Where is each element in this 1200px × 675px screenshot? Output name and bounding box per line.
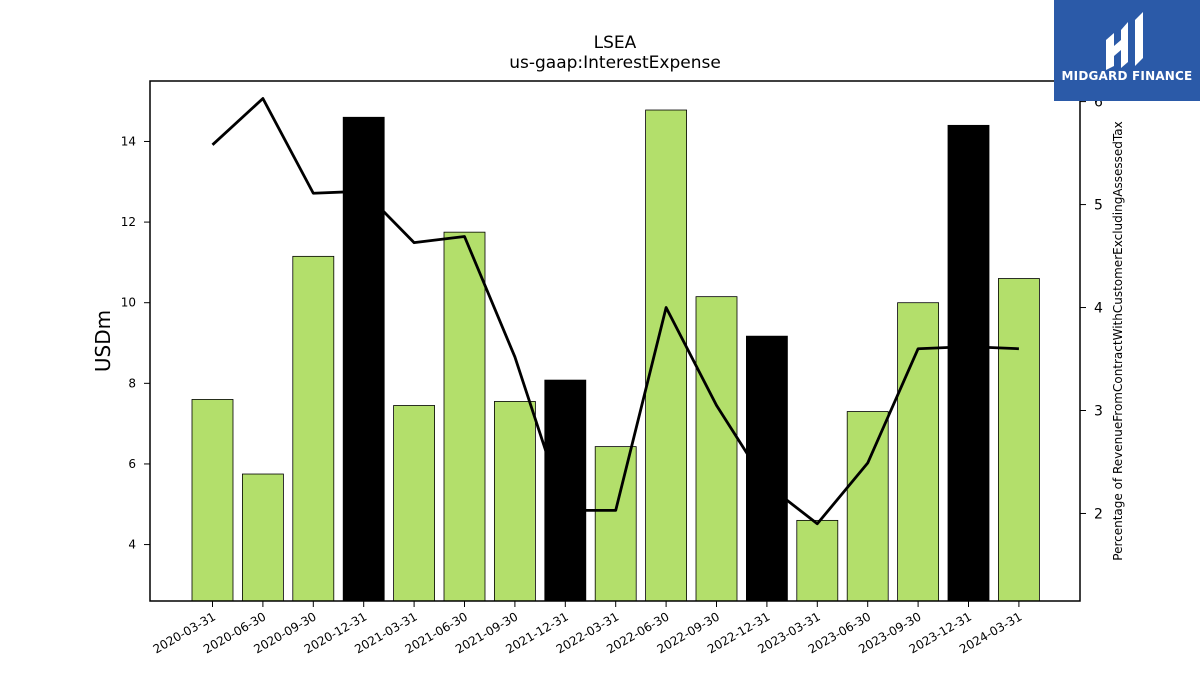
bar-2020-06-30 xyxy=(241,473,284,602)
brand-logo: MIDGARD FINANCE xyxy=(1054,0,1200,101)
bar-2021-12-31 xyxy=(544,379,587,602)
y2-axis-label: Percentage of RevenueFromContractWithCus… xyxy=(1111,121,1125,560)
y-tick-label: 12 xyxy=(121,215,136,229)
bar-2020-03-31 xyxy=(191,399,234,602)
bar-2024-03-31 xyxy=(998,278,1040,602)
y-tick-label: 8 xyxy=(128,376,136,390)
y-tick-label: 10 xyxy=(121,296,136,310)
bar-2022-12-31 xyxy=(746,335,788,602)
y2-tick-label: 3 xyxy=(1094,404,1103,420)
bar-2022-06-30 xyxy=(645,109,687,602)
y2-tick-label: 2 xyxy=(1094,506,1103,522)
bar-2022-03-31 xyxy=(594,446,637,602)
y2-tick-label: 4 xyxy=(1094,301,1103,317)
plot-frame xyxy=(149,80,1081,602)
bar-group xyxy=(191,109,1040,602)
bar-2023-03-31 xyxy=(796,519,839,602)
line-group xyxy=(211,97,1019,526)
bar-2020-09-30 xyxy=(292,255,335,602)
bar-2022-09-30 xyxy=(695,296,738,602)
bar-2020-12-31 xyxy=(342,116,385,602)
bar-2023-12-31 xyxy=(947,124,990,602)
chart-subtitle: us-gaap:InterestExpense xyxy=(509,53,721,73)
bar-2021-03-31 xyxy=(393,405,436,602)
x-axis: 2020-03-312020-06-302020-09-302020-12-31… xyxy=(151,601,1024,656)
bar-2021-06-30 xyxy=(443,231,486,602)
logo-mark-icon xyxy=(1106,12,1143,70)
y-tick-label: 14 xyxy=(121,134,136,148)
y-axis-left: 4 6 8 10 12 14 xyxy=(121,134,150,552)
y-axis-right: 2 3 4 5 6 xyxy=(1080,95,1103,522)
chart-title: LSEA xyxy=(594,33,637,53)
bar-2021-09-30 xyxy=(493,401,536,602)
y2-tick-label: 6 xyxy=(1094,95,1103,111)
y-tick-label: 4 xyxy=(128,538,136,552)
brand-name: MIDGARD FINANCE xyxy=(1061,69,1193,83)
y-tick-label: 6 xyxy=(128,457,136,471)
y-axis-label: USDm xyxy=(91,310,115,372)
bar-2023-09-30 xyxy=(897,302,939,602)
bar-2023-06-30 xyxy=(846,411,889,602)
y2-tick-label: 5 xyxy=(1094,198,1103,214)
line-series xyxy=(211,97,1019,526)
